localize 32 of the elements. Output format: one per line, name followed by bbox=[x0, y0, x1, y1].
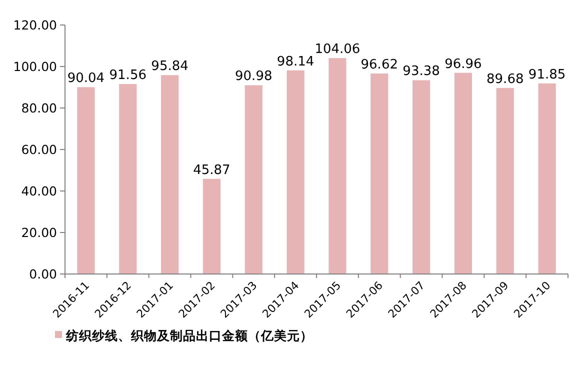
data-label: 91.85 bbox=[528, 67, 566, 82]
data-label: 96.96 bbox=[444, 56, 482, 72]
data-label: 95.84 bbox=[151, 59, 188, 74]
data-label: 98.14 bbox=[276, 54, 314, 70]
y-tick-label: 40.00 bbox=[21, 184, 58, 198]
y-tick-label: 20.00 bbox=[21, 225, 58, 240]
data-label: 89.68 bbox=[486, 72, 524, 87]
data-label: 93.38 bbox=[402, 64, 440, 80]
bar bbox=[370, 74, 388, 274]
bar bbox=[202, 178, 221, 274]
bar bbox=[538, 83, 556, 274]
y-tick-label: 100.00 bbox=[13, 59, 58, 74]
data-label: 104.06 bbox=[314, 42, 360, 58]
legend-label: 纺织纱线、织物及制品出口金额（亿美元） bbox=[65, 328, 313, 343]
data-label: 91.56 bbox=[109, 68, 146, 84]
y-tick-label: 0.00 bbox=[29, 266, 58, 282]
data-label: 90.98 bbox=[235, 69, 272, 84]
bar bbox=[454, 72, 472, 274]
bar bbox=[328, 58, 346, 274]
data-label: 45.87 bbox=[193, 162, 230, 178]
bar bbox=[412, 80, 430, 274]
y-tick-label: 60.00 bbox=[21, 142, 58, 157]
bar bbox=[160, 75, 179, 274]
bar bbox=[119, 84, 137, 274]
bar bbox=[496, 88, 514, 274]
bar bbox=[286, 70, 304, 274]
data-label: 90.04 bbox=[67, 71, 105, 86]
data-label: 96.62 bbox=[360, 58, 398, 73]
bar bbox=[77, 87, 95, 274]
y-tick-label: 80.00 bbox=[21, 100, 58, 116]
bar bbox=[244, 85, 262, 274]
y-tick-label: 120.00 bbox=[13, 18, 58, 32]
